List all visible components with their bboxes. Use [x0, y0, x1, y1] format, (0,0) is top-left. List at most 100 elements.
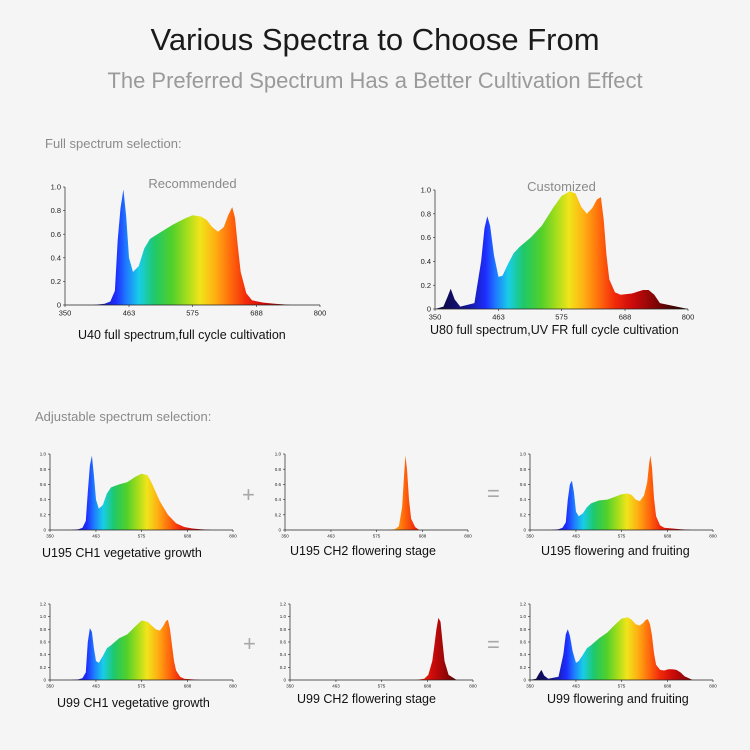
y-tick-label: 0.4	[40, 497, 47, 502]
chart-title: Customized	[527, 179, 596, 194]
x-tick-label: 575	[555, 313, 568, 322]
caption-u99-combined: U99 flowering and fruiting	[547, 692, 689, 706]
y-tick-label: 0.4	[40, 652, 47, 657]
x-tick-label: 688	[419, 534, 427, 539]
x-tick-label: 463	[332, 684, 340, 689]
spectrum-area	[285, 455, 468, 530]
x-tick-label: 350	[281, 534, 289, 539]
spectrum-area	[530, 455, 713, 530]
y-tick-label: 0.6	[520, 482, 527, 487]
x-tick-label: 575	[138, 534, 146, 539]
x-tick-label: 463	[492, 313, 505, 322]
x-tick-label: 463	[572, 684, 580, 689]
y-tick-label: 1.0	[40, 452, 47, 457]
spectrum-area	[435, 191, 688, 309]
x-tick-label: 688	[184, 684, 192, 689]
caption-u99-ch1: U99 CH1 vegetative growth	[57, 696, 210, 710]
spectrum-area	[290, 617, 473, 680]
spectrum-area	[530, 617, 713, 680]
page-subtitle: The Preferred Spectrum Has a Better Cult…	[107, 68, 643, 93]
y-tick-label: 0.8	[520, 627, 527, 632]
y-tick-label: 1.0	[51, 183, 61, 192]
full-spectrum-heading: Full spectrum selection:	[45, 136, 182, 151]
y-tick-label: 0.2	[275, 512, 282, 517]
chart-u195-combined: 350 463 575 688 800 0 0.2 0.4 0.6 0.8 1.0	[520, 452, 718, 539]
y-tick-label: 0.6	[40, 640, 47, 645]
chart-u195-ch2: 350 463 575 688 800 0 0.2 0.4 0.6 0.8 1.0	[275, 452, 473, 539]
plus-operator-1: +	[242, 482, 255, 507]
y-tick-label: 0.2	[40, 512, 47, 517]
y-tick-label: 0	[43, 678, 46, 683]
y-tick-label: 0.2	[280, 665, 287, 670]
x-tick-label: 575	[378, 684, 386, 689]
equals-operator-1: =	[487, 481, 500, 506]
y-tick-label: 0	[523, 678, 526, 683]
y-tick-label: 0	[283, 678, 286, 683]
x-tick-label: 688	[664, 684, 672, 689]
y-tick-label: 0.6	[280, 640, 287, 645]
y-tick-label: 0.8	[40, 467, 47, 472]
x-tick-label: 688	[250, 309, 263, 318]
x-tick-label: 575	[186, 309, 199, 318]
x-tick-label: 800	[229, 534, 237, 539]
y-tick-label: 0.4	[51, 253, 61, 262]
y-tick-label: 0	[427, 305, 431, 314]
y-tick-label: 0.8	[275, 467, 282, 472]
x-tick-label: 463	[92, 684, 100, 689]
x-tick-label: 688	[619, 313, 632, 322]
x-tick-label: 575	[373, 534, 381, 539]
x-tick-label: 575	[618, 684, 626, 689]
x-tick-label: 688	[664, 534, 672, 539]
x-tick-label: 350	[59, 309, 72, 318]
caption-u40: U40 full spectrum,full cycle cultivation	[78, 328, 286, 342]
caption-u195-ch1: U195 CH1 vegetative growth	[42, 546, 202, 560]
y-tick-label: 1.2	[40, 602, 47, 607]
spectrum-area	[65, 189, 320, 305]
chart-u40: 350 463 575 688 800 0 0.2 0.4 0.6 0.8 1.0 Recommend…	[51, 176, 327, 318]
x-tick-label: 800	[314, 309, 327, 318]
x-tick-label: 575	[618, 534, 626, 539]
y-tick-label: 0.8	[40, 627, 47, 632]
x-tick-label: 688	[424, 684, 432, 689]
chart-u195-ch1: 350 463 575 688 800 0 0.2 0.4 0.6 0.8 1.0	[40, 452, 238, 539]
x-tick-label: 350	[46, 534, 54, 539]
x-tick-label: 800	[709, 534, 717, 539]
x-tick-label: 350	[286, 684, 294, 689]
x-tick-label: 350	[429, 313, 442, 322]
chart-u99-ch1: 350 463 575 688 800 0 0.2 0.4 0.6 0.8 1.0 1.2	[40, 602, 238, 689]
x-tick-label: 800	[464, 534, 472, 539]
y-tick-label: 0.4	[421, 257, 431, 266]
x-tick-label: 688	[184, 534, 192, 539]
chart-u99-ch2: 350 463 575 688 800 0 0.2 0.4 0.6 0.8 1.0 1.2	[280, 602, 478, 689]
y-tick-label: 0.4	[520, 652, 527, 657]
x-tick-label: 463	[123, 309, 136, 318]
y-tick-label: 0.2	[520, 512, 527, 517]
y-tick-label: 0.4	[520, 497, 527, 502]
caption-u195-ch2: U195 CH2 flowering stage	[290, 544, 436, 558]
x-tick-label: 350	[46, 684, 54, 689]
spectrum-area	[50, 619, 233, 680]
chart-u99-combined: 350 463 575 688 800 0 0.2 0.4 0.6 0.8 1.0 1.2	[520, 602, 718, 689]
y-tick-label: 0.6	[275, 482, 282, 487]
y-tick-label: 0.2	[40, 665, 47, 670]
x-tick-label: 800	[682, 313, 695, 322]
y-tick-label: 0.8	[520, 467, 527, 472]
y-tick-label: 0.2	[421, 281, 431, 290]
spectrum-area	[50, 455, 233, 530]
y-tick-label: 0.8	[280, 627, 287, 632]
equals-operator-2: =	[487, 632, 500, 657]
y-tick-label: 0.8	[421, 209, 431, 218]
y-tick-label: 1.0	[421, 186, 431, 195]
x-tick-label: 350	[526, 534, 534, 539]
y-tick-label: 0	[57, 301, 61, 310]
chart-title: Recommended	[148, 176, 236, 191]
adjustable-spectrum-heading: Adjustable spectrum selection:	[35, 409, 212, 424]
page-title: Various Spectra to Choose From	[150, 22, 600, 57]
x-tick-label: 463	[327, 534, 335, 539]
y-tick-label: 0.6	[51, 230, 61, 239]
chart-u80: 350 463 575 688 800 0 0.2 0.4 0.6 0.8 1.0 Customize…	[421, 179, 695, 322]
y-tick-label: 1.0	[520, 452, 527, 457]
y-tick-label: 0.4	[280, 652, 287, 657]
x-tick-label: 463	[572, 534, 580, 539]
y-tick-label: 1.2	[280, 602, 287, 607]
